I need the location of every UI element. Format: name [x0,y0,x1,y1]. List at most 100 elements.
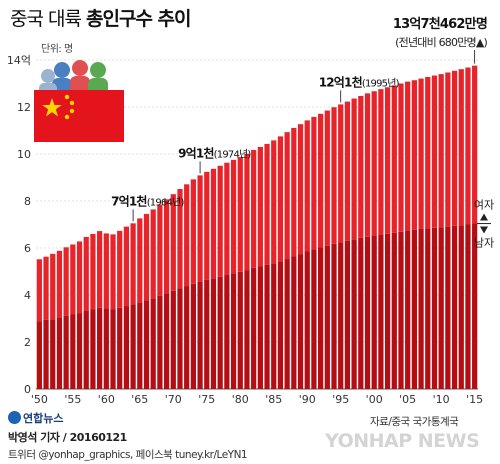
annotation-label: 7억1천(1964년) [111,193,184,208]
bar-female [331,107,337,244]
bar-male [50,319,56,389]
bar-female [378,89,384,235]
bar-female [217,165,223,277]
bar-male [358,237,364,389]
bar-male [351,239,357,389]
bar-male [237,271,243,389]
bar-female [251,150,257,268]
x-tick-label: '60 [98,393,115,406]
bar-female [431,75,438,228]
bar-male [177,288,183,389]
bar-female [291,127,297,257]
bar-female [76,241,83,314]
bar-male [344,240,351,389]
logo-mark-icon [8,411,21,424]
annotation-value: 7억1천 [111,193,147,208]
bar-female [257,146,263,267]
x-tick-label: '85 [265,393,282,406]
bar-male [384,233,391,389]
legend-female: 여자 [474,199,494,212]
bar-male [431,227,438,389]
bar-male [338,242,344,389]
bar-female [210,168,217,279]
reporter-line: 박영석 기자 / 20160121 [8,431,127,444]
bar-male [324,245,330,389]
annotation-year: (1964년) [147,196,185,208]
bar-male [257,266,263,389]
bar-male [123,306,130,389]
bar-male [391,232,397,389]
bar-female [438,74,444,228]
bar-female [170,194,176,291]
bar-female [344,101,351,241]
bar-female [391,85,397,233]
bar-female [43,256,49,320]
bar-female [418,78,424,229]
bar-male [331,243,337,389]
bar-female [137,218,143,303]
x-tick-label: '75 [198,393,215,406]
bar-male [190,283,196,389]
bar-male [277,261,284,389]
y-tick-label: 10 [17,148,31,161]
bar-male [210,278,217,389]
legend-male: 남자 [474,237,494,250]
bar-female [117,230,123,308]
bar-female [56,250,63,318]
bar-male [70,314,76,389]
bar-male [304,251,310,389]
bar-female [63,247,69,316]
bar-female [371,91,377,236]
bar-male [297,254,304,389]
bar-male [184,286,190,389]
bar-female [123,226,130,307]
bar-male [472,223,478,389]
bar-male [143,300,150,389]
bar-female [177,189,183,289]
bar-female [351,98,357,240]
bar-male [110,309,116,389]
x-tick-label: '70 [165,393,182,406]
y-tick-label: 12 [17,101,31,114]
bar-female [157,204,163,296]
china-flag-icon [34,60,124,142]
bar-female [398,83,404,232]
bar-male [76,313,83,389]
watermark: YONHAP NEWS [325,430,480,452]
bar-female [324,110,330,246]
bar-female [190,179,196,284]
bar-male [398,231,404,389]
bar-female [358,95,364,238]
logo-text: 연합뉴스 [23,412,64,425]
title-plain: 중국 대륙 [10,8,86,30]
bar-male [318,247,324,389]
x-tick-label: '65 [131,393,148,406]
x-tick-label: '05 [399,393,416,406]
bar-female [110,234,116,310]
bar-female [451,70,458,226]
bar-male [217,276,223,389]
bar-female [304,120,310,252]
bar-male [90,309,96,389]
bar-female [150,209,156,299]
annotation-latest-value: 13억7천462만명 [393,16,487,32]
bar-female [425,76,431,229]
x-tick-label: '90 [299,393,316,406]
annotation-latest-change: (전년대비 680만명▲) [395,36,487,49]
bar-male [438,227,444,389]
annotation-year: (1995년) [362,77,400,89]
bar-male [411,229,417,389]
bar-female [445,72,451,227]
y-tick-label: 0 [24,383,31,396]
bar-female [90,233,96,310]
bar-female [364,93,371,237]
bar-female [384,87,391,234]
bar-female [143,213,150,301]
y-tick-label: 14억 [7,54,31,67]
bar-male [56,317,63,389]
bar-female [277,136,284,262]
title-bold: 총인구수 추이 [86,8,191,30]
bar-female [130,223,136,305]
bar-female [50,253,56,320]
